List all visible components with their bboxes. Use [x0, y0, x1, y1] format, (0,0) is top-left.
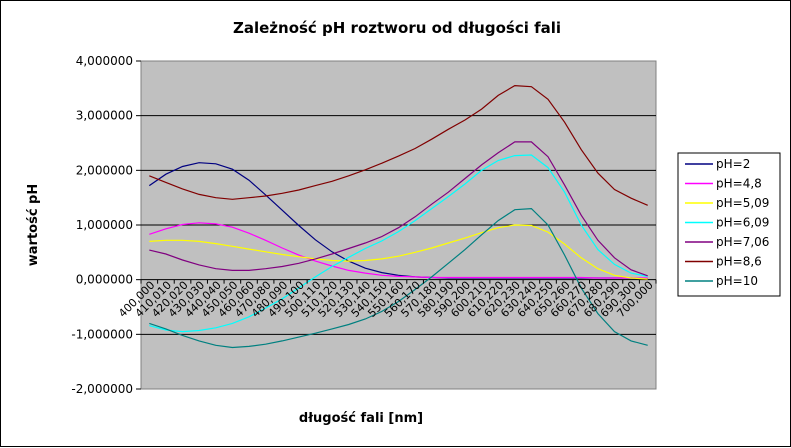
y-tick-label: 1,000000 [76, 218, 133, 232]
y-tick-label: 4,000000 [76, 54, 133, 68]
y-tick-label: -1,000000 [71, 327, 133, 341]
legend-label: pH=4,8 [716, 177, 762, 191]
x-axis-ticks: 400,000410,010420,020430,030440,040450,0… [116, 279, 657, 320]
y-axis-title: wartość pH [26, 184, 41, 267]
legend-label: pH=10 [716, 274, 758, 288]
y-tick-label: 0,000000 [76, 273, 133, 287]
legend-label: pH=6,09 [716, 216, 769, 230]
legend: pH=2 pH=4,8 pH=5,09 pH=6,09 pH=7,06 pH=8,6 pH=… [677, 152, 781, 297]
chart-title: Zależność pH roztworu od długości fali [233, 19, 561, 37]
legend-label: pH=5,09 [716, 196, 769, 210]
series-line [149, 141, 648, 277]
series-lines [148, 84, 648, 349]
legend-label: pH=8,6 [716, 255, 762, 269]
series-line [149, 154, 648, 333]
series-line [149, 222, 648, 279]
series-line [149, 84, 648, 206]
y-tick-label: 3,000000 [76, 109, 133, 123]
legend-label: pH=7,06 [716, 235, 769, 249]
series-line [149, 207, 648, 349]
series-line [149, 224, 648, 280]
legend-box [677, 152, 781, 297]
legend-label: pH=2 [716, 157, 750, 171]
y-tick-label: -2,000000 [71, 382, 133, 396]
y-axis-ticks: -2,000000 -1,000000 0,000000 1,000000 2,0000… [71, 54, 133, 396]
x-axis-title: długość fali [nm] [299, 411, 423, 426]
gridlines [136, 60, 656, 390]
y-tick-label: 2,000000 [76, 163, 133, 177]
